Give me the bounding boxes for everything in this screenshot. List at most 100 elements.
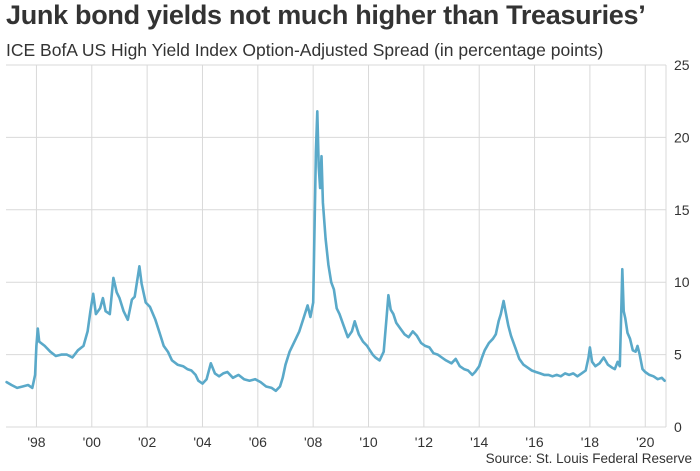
data-point [82,345,85,347]
data-point [499,313,502,315]
data-point [186,368,189,370]
data-point [176,363,179,366]
data-point [254,378,256,381]
data-point [115,291,118,294]
data-point [395,321,398,324]
data-point [587,356,590,359]
data-point [346,336,349,339]
data-point [218,375,221,378]
data-point [133,295,136,298]
data-point [607,363,609,366]
data-point [243,378,245,381]
data-point [214,372,216,375]
data-point [621,268,624,271]
data-point [458,365,461,368]
data-point [274,389,277,392]
data-point [644,371,647,373]
data-point [335,307,338,310]
grid-layer [6,64,667,428]
y-tick-label: 5 [674,347,682,363]
data-point [638,353,641,356]
data-point [92,292,95,295]
x-tick-label: '20 [636,434,654,450]
data-point [201,382,204,385]
data-point [182,365,185,368]
data-point [564,372,566,375]
data-point [392,313,395,315]
data-point [306,304,309,307]
data-point [190,369,193,372]
data-point [138,265,141,268]
data-point [16,387,18,389]
x-tick-label: '08 [304,434,322,450]
data-point [572,372,575,375]
data-point [629,337,631,340]
data-point [197,379,200,382]
data-point [226,371,229,373]
data-point [351,330,353,333]
data-point [248,379,251,382]
data-point [324,237,327,240]
data-point [602,356,605,359]
data-point [31,387,34,389]
data-point [357,333,360,336]
data-point [353,320,356,323]
data-point [616,360,619,363]
data-point [416,334,418,337]
data-point [49,350,52,353]
data-point [594,365,597,368]
data-point [378,359,381,362]
data-point [385,317,388,320]
data-point [481,356,483,359]
x-tick-label: '10 [359,434,377,450]
series-line [5,110,666,393]
data-point [371,353,374,356]
data-point [387,294,390,297]
data-point [131,298,133,301]
data-point [591,360,593,363]
data-point [382,350,385,353]
data-point [622,310,625,313]
data-point [598,362,601,365]
data-point [580,372,583,375]
x-tick-label: '18 [581,434,599,450]
data-point [420,342,422,344]
data-point [99,307,101,310]
data-point [514,346,517,349]
data-point [502,300,505,302]
data-point [35,345,38,347]
data-point [162,345,165,347]
data-point [294,339,297,341]
data-point [5,381,8,383]
data-point [618,365,621,368]
data-point [551,375,554,378]
data-point [112,277,115,279]
data-point [316,110,319,113]
data-point [652,375,655,378]
data-point [613,368,616,370]
data-point [589,346,591,349]
x-tick-label: '12 [415,434,433,450]
data-point [317,165,320,168]
data-point [403,333,406,336]
data-point [66,353,68,356]
data-point [450,362,453,365]
data-point [104,310,107,313]
chart-title: Junk bond yields not much higher than Tr… [6,0,646,30]
data-point [543,374,546,376]
data-point [559,375,562,378]
y-tick-label: 20 [674,129,690,145]
data-point [126,318,129,321]
data-point [298,330,301,333]
data-point [330,281,333,284]
data-point [636,345,639,347]
data-point [362,340,364,343]
data-point [194,374,197,376]
data-point [270,387,273,389]
y-tick-label: 0 [674,419,682,435]
data-point [507,324,510,327]
x-tick-label: '16 [525,434,543,450]
data-point [89,310,92,313]
x-tick-label: '02 [138,434,156,450]
